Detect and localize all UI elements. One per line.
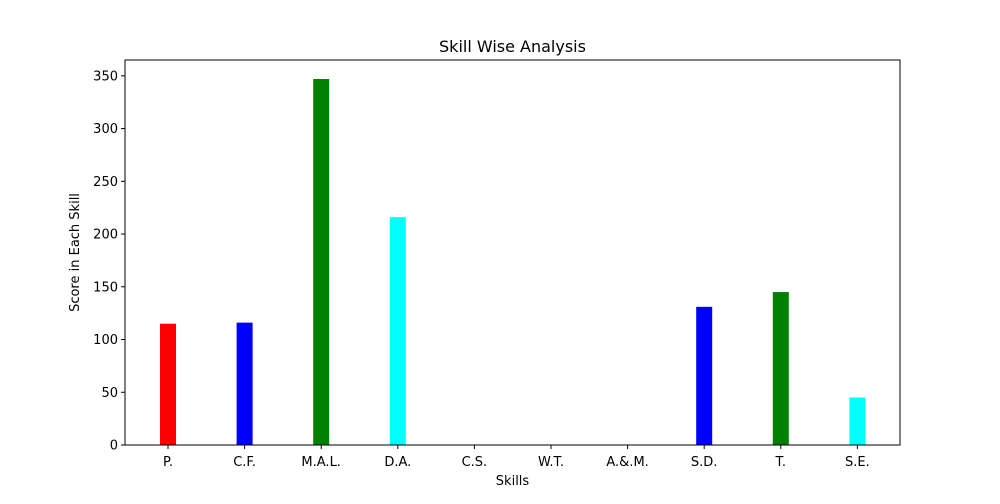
x-tick-label: S.D.	[691, 455, 718, 470]
y-tick-label: 50	[101, 386, 118, 401]
x-tick-label: T.	[775, 455, 787, 470]
x-tick-label: P.	[163, 455, 173, 470]
y-tick-label: 150	[93, 280, 118, 295]
y-tick-label: 100	[93, 333, 118, 348]
y-tick-label: 200	[93, 228, 118, 243]
y-tick-label: 300	[93, 122, 118, 137]
plot-frame	[124, 59, 901, 446]
y-axis-label: Score in Each Skill	[68, 193, 83, 312]
x-tick-label: A.&.M.	[606, 455, 648, 470]
bar-t	[772, 292, 789, 445]
bar-s-d	[696, 306, 713, 445]
bar-c-f	[236, 322, 253, 445]
x-tick-label: M.A.L.	[301, 455, 341, 470]
bar-p	[160, 323, 176, 445]
y-tick-label: 0	[110, 439, 118, 454]
x-tick-label: C.S.	[462, 455, 488, 470]
bar-m-a-l	[313, 78, 330, 445]
y-tick-label: 350	[93, 69, 118, 84]
bar-s-e	[849, 397, 866, 445]
x-tick-label: C.F.	[233, 455, 256, 470]
x-tick-label: S.E.	[845, 455, 870, 470]
y-tick-label: 250	[93, 175, 118, 190]
bar-d-a	[389, 217, 406, 445]
x-tick-label: D.A.	[384, 455, 411, 470]
chart-title: Skill Wise Analysis	[439, 37, 586, 56]
x-tick-label: W.T.	[538, 455, 564, 470]
x-axis-label: Skills	[496, 474, 530, 489]
plot-area: 0 50 100 150 200 250 300 350 P. C.F. M.A.L. D.A. C.S…	[93, 69, 870, 470]
